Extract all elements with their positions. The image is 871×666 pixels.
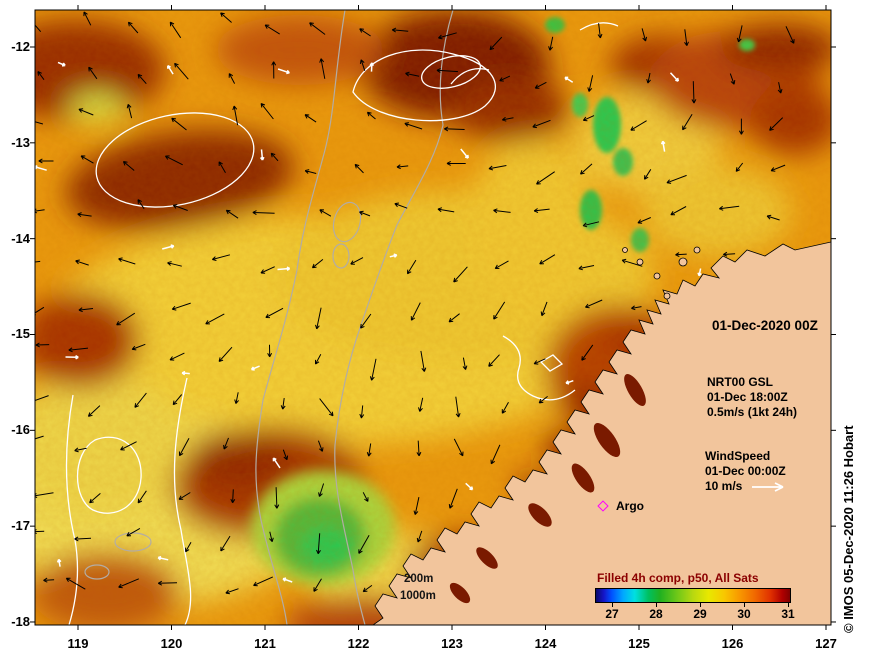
gsl-legend-time: 01-Dec 18:00Z bbox=[707, 390, 788, 404]
y-tick-label: -17 bbox=[11, 518, 30, 533]
island bbox=[622, 247, 628, 253]
island bbox=[653, 272, 661, 280]
x-tick-label: 127 bbox=[815, 636, 837, 651]
colorbar-tick-label: 30 bbox=[737, 607, 751, 621]
colorbar-tick-mark bbox=[788, 603, 789, 607]
x-tick-label: 119 bbox=[67, 636, 89, 651]
colorbar-tick-label: 28 bbox=[649, 607, 663, 621]
x-tick-label: 122 bbox=[347, 636, 370, 651]
wind-vectors bbox=[35, 61, 702, 583]
wind-legend-scale: 10 m/s bbox=[705, 479, 743, 493]
gsl-legend-name: NRT00 GSL bbox=[707, 375, 774, 389]
island bbox=[636, 258, 644, 266]
depth-label-1000m: 1000m bbox=[400, 590, 436, 602]
x-tick-label: 124 bbox=[534, 636, 557, 651]
coastal-inlets bbox=[449, 374, 646, 604]
colorbar-tick-mark bbox=[656, 603, 657, 607]
x-tick-label: 121 bbox=[254, 636, 276, 651]
y-tick-label: -16 bbox=[11, 422, 30, 437]
wind-legend-time: 01-Dec 00:00Z bbox=[705, 464, 786, 478]
argo-label: Argo bbox=[616, 499, 644, 513]
wind-legend: WindSpeed 01-Dec 00:00Z 10 m/s bbox=[705, 449, 788, 494]
island bbox=[678, 257, 688, 267]
x-tick-label: 123 bbox=[441, 636, 463, 651]
colorbar-tick-mark bbox=[612, 603, 613, 607]
x-tick-label: 125 bbox=[628, 636, 650, 651]
colorbar-tick-mark bbox=[744, 603, 745, 607]
colorbar-tick-label: 29 bbox=[693, 607, 707, 621]
x-tick-label: 126 bbox=[721, 636, 744, 651]
gsl-contours bbox=[65, 22, 619, 625]
colorbar-tick-mark bbox=[700, 603, 701, 607]
colorbar-title: Filled 4h comp, p50, All Sats bbox=[597, 571, 759, 585]
y-tick-label: -18 bbox=[11, 614, 30, 629]
map-frame bbox=[34, 9, 832, 626]
current-vectors bbox=[35, 11, 795, 599]
island bbox=[663, 292, 671, 300]
depth-label-200m: 200m bbox=[404, 573, 434, 585]
argo-annotation: Argo bbox=[597, 499, 644, 513]
wind-scale-arrow-icon bbox=[752, 481, 784, 492]
wind-legend-name: WindSpeed bbox=[705, 449, 771, 463]
copyright-watermark: © IMOS 05-Dec-2020 11:26 Hobart bbox=[841, 425, 856, 633]
colorbar-tick-label: 27 bbox=[605, 607, 619, 621]
y-tick-label: -12 bbox=[11, 39, 30, 54]
y-tick-label: -15 bbox=[11, 326, 30, 341]
valid-date-label: 01-Dec-2020 00Z bbox=[712, 318, 818, 333]
gsl-legend: NRT00 GSL 01-Dec 18:00Z 0.5m/s (1kt 24h) bbox=[707, 375, 797, 420]
argo-marker-icon bbox=[597, 500, 609, 512]
colorbar-tick-label: 31 bbox=[781, 607, 795, 621]
y-tick-label: -14 bbox=[11, 231, 30, 246]
colorbar bbox=[595, 588, 791, 603]
gsl-legend-scale: 0.5m/s (1kt 24h) bbox=[707, 405, 798, 419]
island bbox=[693, 246, 701, 254]
x-tick-label: 120 bbox=[160, 636, 183, 651]
axis-ticks bbox=[30, 5, 836, 630]
y-tick-label: -13 bbox=[11, 135, 30, 150]
